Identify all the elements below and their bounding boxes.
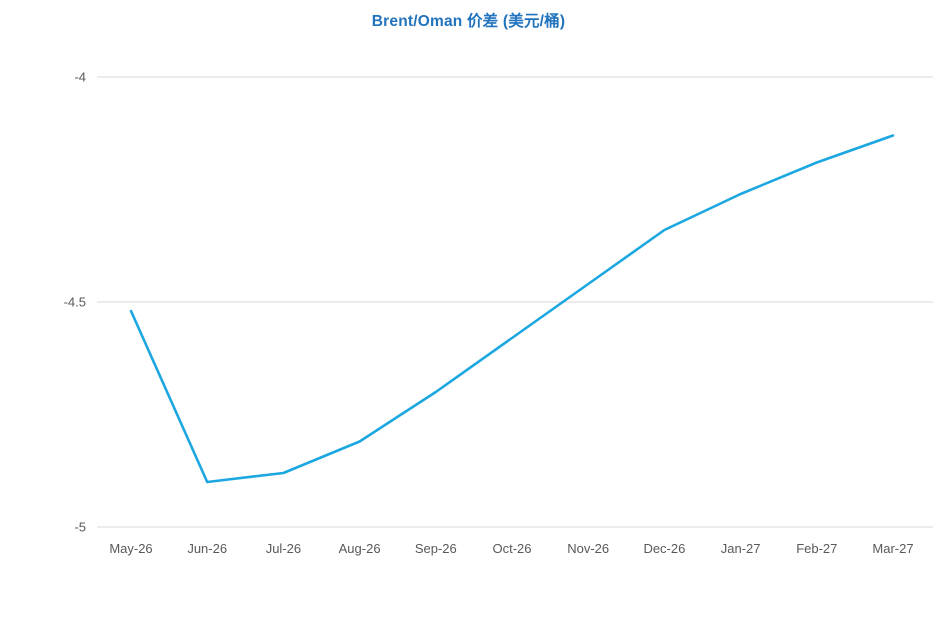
y-axis-tick-label: -4.5 xyxy=(64,295,86,310)
x-axis-tick-label: Mar-27 xyxy=(872,541,913,556)
x-axis-tick-label: Feb-27 xyxy=(796,541,837,556)
x-axis-tick-label: Jan-27 xyxy=(721,541,761,556)
spread-data-line xyxy=(129,134,895,484)
y-axis-tick-label: -4 xyxy=(74,70,86,85)
x-axis-tick-label: May-26 xyxy=(109,541,152,556)
x-axis-tick-label: Nov-26 xyxy=(567,541,609,556)
chart-title: Brent/Oman 价差 (美元/桶) xyxy=(371,13,566,30)
x-axis-tick-label: Aug-26 xyxy=(339,541,381,556)
x-axis-tick-label: Jun-26 xyxy=(187,541,227,556)
x-axis-tick-label: Sep-26 xyxy=(415,541,457,556)
x-axis-tick-label: Oct-26 xyxy=(492,541,531,556)
x-axis-tick-label: Jul-26 xyxy=(266,541,301,556)
y-axis-tick-label: -5 xyxy=(74,520,86,535)
x-axis-tick-label: Dec-26 xyxy=(643,541,685,556)
